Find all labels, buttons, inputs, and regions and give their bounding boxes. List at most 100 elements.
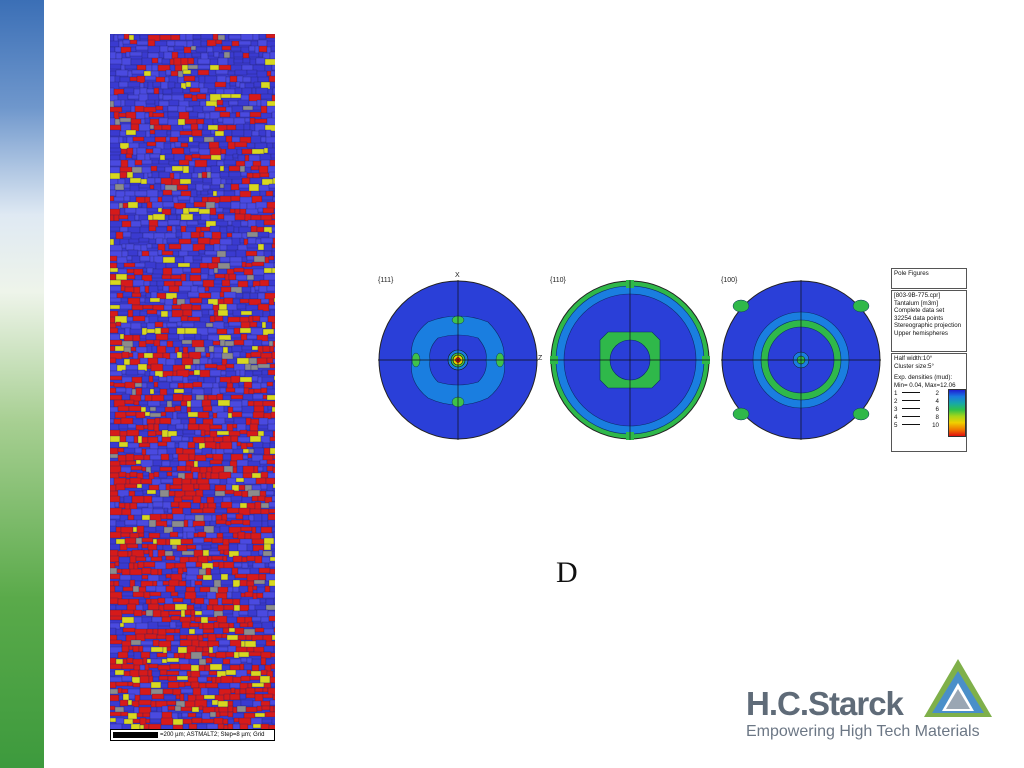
ebsd-grain — [257, 376, 263, 384]
ebsd-grain — [252, 172, 261, 179]
ebsd-grain — [141, 466, 147, 472]
ebsd-grain — [117, 268, 128, 275]
ebsd-grain — [132, 351, 139, 360]
ebsd-grain — [227, 70, 236, 76]
ebsd-grain — [130, 46, 137, 53]
ebsd-grain — [201, 579, 215, 587]
ebsd-grain — [271, 495, 275, 502]
ebsd-grain — [110, 670, 116, 677]
ebsd-grain — [150, 646, 164, 653]
ebsd-grain — [119, 496, 125, 503]
ebsd-grain — [152, 112, 165, 118]
ebsd-grain — [216, 393, 224, 401]
ebsd-grain — [156, 166, 166, 172]
ebsd-grain — [209, 520, 217, 527]
ebsd-grain — [174, 64, 183, 72]
ebsd-grain — [177, 195, 191, 201]
ebsd-grain — [253, 81, 262, 88]
ebsd-grain — [234, 387, 245, 394]
ebsd-grain — [141, 436, 149, 444]
ebsd-grain — [110, 297, 122, 303]
ebsd-grain — [114, 345, 125, 352]
ebsd-grain — [162, 322, 168, 329]
ebsd-grain — [234, 627, 245, 635]
ebsd-grain — [145, 585, 157, 592]
ebsd-grain — [110, 195, 115, 202]
ebsd-grain — [110, 370, 123, 377]
ebsd-grain — [146, 658, 152, 664]
ebsd-grain — [220, 370, 227, 376]
ebsd-grain — [180, 609, 186, 618]
ebsd-grain — [199, 357, 209, 365]
ebsd-grain — [266, 285, 275, 292]
ebsd-grain — [138, 598, 147, 604]
ebsd-grain — [264, 562, 270, 568]
ebsd-grain — [198, 658, 207, 666]
ebsd-grain — [214, 106, 227, 112]
ebsd-grain — [271, 526, 275, 533]
ebsd-grain — [136, 519, 150, 527]
ebsd-grain — [124, 537, 137, 545]
ebsd-grain — [226, 244, 239, 251]
ebsd-grain — [110, 531, 122, 539]
ebsd-grain — [110, 514, 121, 520]
legend-info-line: 32254 data points — [894, 314, 944, 322]
ebsd-grain — [144, 633, 158, 640]
ebsd-grain — [157, 207, 163, 213]
ebsd-grain — [261, 321, 267, 329]
ebsd-grain — [272, 531, 275, 540]
ebsd-grain — [133, 609, 143, 617]
ebsd-grain — [118, 423, 129, 430]
ebsd-grain — [249, 292, 259, 300]
ebsd-grain — [260, 298, 270, 304]
ebsd-grain — [119, 622, 125, 628]
ebsd-grain — [214, 273, 226, 279]
ebsd-grain — [145, 556, 152, 562]
ebsd-grain — [157, 285, 164, 291]
ebsd-grain — [176, 351, 183, 359]
ebsd-grain — [229, 682, 241, 689]
ebsd-grain — [110, 418, 115, 424]
ebsd-grain — [129, 177, 142, 184]
ebsd-grain — [221, 423, 228, 431]
ebsd-grain — [265, 129, 272, 139]
ebsd-grain — [158, 675, 169, 681]
ebsd-grain — [162, 285, 170, 292]
ebsd-grain — [226, 513, 237, 519]
ebsd-grain — [176, 412, 189, 419]
ebsd-grain — [110, 226, 121, 232]
ebsd-grain — [187, 519, 194, 528]
ebsd-grain — [248, 598, 261, 606]
ebsd-grain — [213, 51, 220, 58]
ebsd-grain — [272, 340, 275, 350]
ebsd-grain — [247, 609, 258, 617]
ebsd-grain — [172, 477, 183, 486]
ebsd-grain — [225, 520, 232, 526]
ebsd-grain — [180, 303, 193, 311]
ebsd-grain — [136, 40, 149, 46]
ebsd-grain — [216, 430, 230, 436]
ebsd-grain — [242, 76, 252, 83]
ebsd-grain — [251, 682, 265, 688]
ebsd-grain — [144, 297, 151, 304]
ebsd-grain — [110, 394, 123, 401]
ebsd-grain — [188, 453, 196, 461]
ebsd-grain — [200, 429, 206, 437]
ebsd-grain — [219, 244, 228, 251]
ebsd-grain — [164, 406, 176, 413]
ebsd-grain — [227, 705, 234, 713]
ebsd-grain — [164, 597, 174, 605]
ebsd-grain — [145, 99, 156, 105]
ebsd-grain — [125, 369, 139, 376]
ebsd-grain — [177, 382, 185, 389]
ebsd-grain — [126, 268, 135, 274]
ebsd-grain — [174, 280, 183, 287]
ebsd-grain — [235, 81, 241, 88]
ebsd-grain — [272, 483, 275, 489]
ebsd-grain — [115, 52, 123, 60]
ebsd-grain — [219, 525, 230, 534]
ebsd-grain — [142, 471, 150, 477]
legend-info-line: Upper hemispheres — [894, 329, 948, 337]
ebsd-grain — [265, 136, 275, 144]
ebsd-grain — [192, 358, 201, 365]
